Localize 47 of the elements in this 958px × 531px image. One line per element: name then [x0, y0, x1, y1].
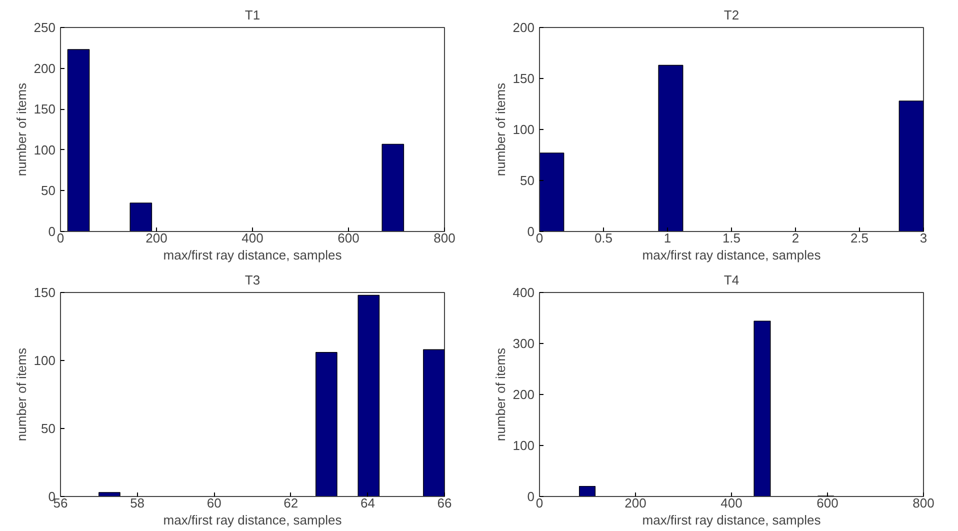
y-axis-title: number of items — [492, 347, 508, 442]
y-axis-title: number of items — [14, 82, 29, 176]
x-tick-label: 2 — [792, 230, 800, 246]
chart-title: T2 — [724, 8, 740, 22]
chart-title: T4 — [724, 272, 740, 288]
y-axis-title: number of items — [492, 82, 508, 176]
y-tick-label: 150 — [34, 102, 56, 117]
x-tick-label: 200 — [146, 230, 168, 246]
y-tick-label: 200 — [512, 387, 535, 402]
y-tick-label: 50 — [41, 421, 56, 436]
x-tick-label: 600 — [816, 496, 838, 510]
x-tick-label: 800 — [912, 496, 934, 510]
y-tick-label: 100 — [34, 142, 56, 158]
y-tick-label: 400 — [512, 285, 535, 300]
x-axis-title: max/first ray distance, samples — [163, 248, 342, 262]
y-tick-label: 50 — [41, 183, 56, 198]
x-tick-label: 800 — [434, 230, 456, 246]
x-tick-label: 1.5 — [722, 230, 741, 246]
x-tick-label: 1 — [664, 230, 672, 246]
x-tick-label: 3 — [920, 230, 928, 246]
y-tick-label: 200 — [34, 60, 56, 76]
chart-title: T3 — [244, 272, 260, 288]
x-axis-title: max/first ray distance, samples — [642, 248, 822, 262]
x-tick-label: 66 — [437, 496, 452, 510]
x-tick-label: 64 — [360, 496, 375, 510]
x-tick-label: 400 — [242, 230, 264, 246]
x-tick-label: 58 — [130, 496, 145, 510]
y-tick-label: 150 — [34, 285, 56, 300]
x-tick-label: 200 — [624, 496, 646, 510]
y-tick-label: 50 — [520, 173, 535, 188]
x-tick-label: 60 — [206, 496, 222, 510]
x-tick-label: 600 — [338, 230, 360, 246]
x-tick-label: 62 — [284, 496, 298, 510]
x-tick-label: 400 — [720, 496, 742, 510]
chart-title: T1 — [244, 8, 260, 22]
y-tick-label: 100 — [512, 122, 535, 137]
y-tick-label: 150 — [512, 71, 535, 86]
y-tick-label: 100 — [512, 438, 535, 453]
y-tick-label: 100 — [34, 353, 56, 368]
y-tick-label: 200 — [512, 20, 535, 35]
x-axis-title: max/first ray distance, samples — [642, 512, 822, 528]
x-tick-label: 0.5 — [594, 230, 613, 246]
x-axis-title: max/first ray distance, samples — [163, 512, 342, 528]
y-axis-title: number of items — [14, 347, 29, 442]
y-tick-label: 300 — [512, 336, 535, 351]
x-tick-label: 2.5 — [850, 230, 869, 246]
y-tick-label: 250 — [34, 20, 56, 35]
